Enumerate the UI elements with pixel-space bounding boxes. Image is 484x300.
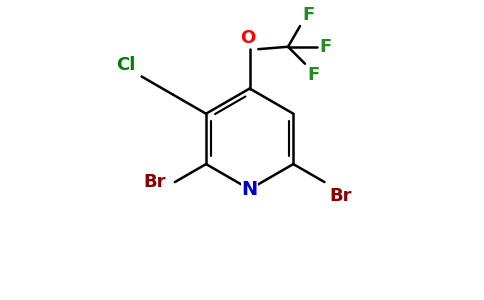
- Text: F: F: [302, 6, 315, 24]
- Text: F: F: [307, 66, 319, 84]
- Text: F: F: [319, 38, 332, 56]
- Text: Cl: Cl: [117, 56, 136, 74]
- Text: N: N: [242, 180, 258, 199]
- Text: Br: Br: [144, 173, 166, 191]
- Text: Br: Br: [329, 187, 352, 205]
- Text: O: O: [240, 29, 255, 47]
